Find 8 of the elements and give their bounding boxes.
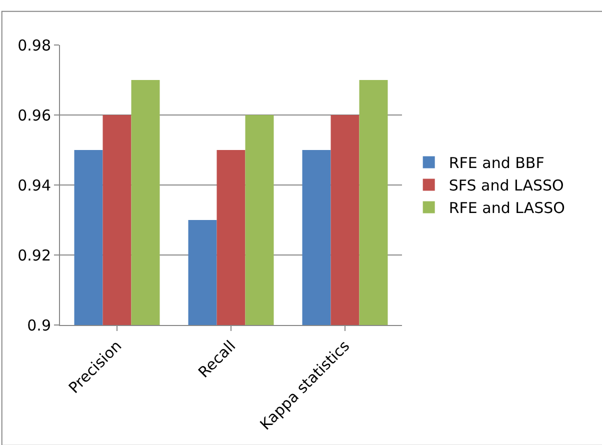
y-tick-label: 0.96 [18, 106, 51, 124]
legend-label: RFE and BBF [448, 154, 544, 172]
y-tick-label: 0.9 [27, 316, 51, 334]
y-tick-label: 0.98 [18, 36, 51, 54]
legend-label: RFE and LASSO [448, 199, 565, 218]
legend-label: SFS and LASSO [448, 176, 564, 195]
y-tick-label: 0.94 [18, 176, 51, 194]
y-tick-label: 0.92 [18, 246, 51, 264]
